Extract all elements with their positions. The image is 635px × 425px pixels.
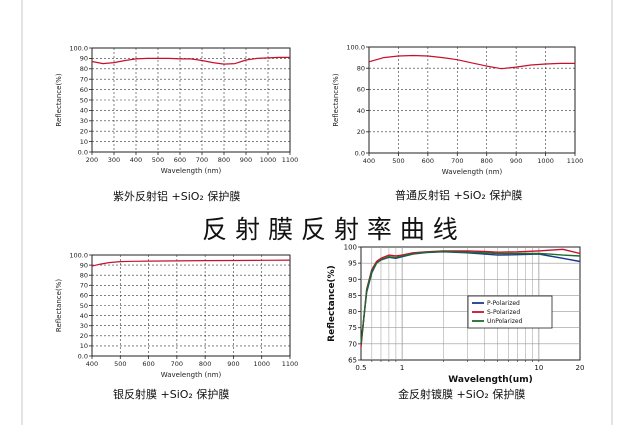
chart-4: 65 70 75 80 85 90 95 100 0.5 1 10 20 Wavelength(um) R… xyxy=(327,244,584,402)
x-tick-label: 800 xyxy=(481,157,493,165)
x-tick-label: 500 xyxy=(152,156,164,164)
x-tick-label: 1000 xyxy=(253,360,270,368)
y-tick-label: 90 xyxy=(80,55,88,63)
x-tick-label: 1100 xyxy=(282,156,299,164)
y-tick-label: 30 xyxy=(80,322,88,330)
chart-caption: 银反射膜 +SiO₂ 保护膜 xyxy=(113,387,229,401)
y-tick-label: 80 xyxy=(357,65,365,73)
x-tick-label: 0.5 xyxy=(355,364,366,372)
y-tick-label: 10 xyxy=(80,138,88,146)
y-tick-label: 80 xyxy=(80,65,88,73)
series-line-1 xyxy=(91,56,290,65)
y-axis-label: Reflectance(%) xyxy=(332,73,340,126)
x-tick-label: 1100 xyxy=(282,360,299,368)
y-tick-label: 70 xyxy=(80,282,88,290)
x-axis-label: Wavelength (nm) xyxy=(161,371,222,379)
x-axis-label: Wavelength (nm) xyxy=(442,168,503,176)
x-tick-label: 1000 xyxy=(537,157,554,165)
x-tick-label: 600 xyxy=(422,157,434,165)
x-tick-label: 1 xyxy=(400,364,404,372)
x-tick-label: 700 xyxy=(171,360,183,368)
x-tick-label: 1000 xyxy=(260,156,277,164)
y-tick-label: 60 xyxy=(357,86,365,94)
x-axis-label: Wavelength(um) xyxy=(448,375,532,385)
y-tick-label: 90 xyxy=(80,261,88,269)
y-tick-label: 50 xyxy=(80,302,88,310)
banner-title: 反 射 膜 反 射 率 曲 线 xyxy=(202,215,458,244)
y-tick-label: 60 xyxy=(80,86,88,94)
chart-3: 0.0 10 20 30 40 50 60 70 80 90 100.0 400 500 600 700 80… xyxy=(55,251,298,401)
x-tick-label: 500 xyxy=(114,360,126,368)
legend-entry: P-Polarized xyxy=(487,300,520,307)
y-tick-label: 80 xyxy=(80,272,88,280)
y-tick-label: 30 xyxy=(80,117,88,125)
y-tick-label: 65 xyxy=(348,357,357,365)
y-tick-label: 0.0 xyxy=(78,352,88,360)
y-tick-label: 20 xyxy=(80,128,88,136)
y-tick-label: 10 xyxy=(80,342,88,350)
y-tick-label: 0.0 xyxy=(355,149,365,157)
y-tick-label: 80 xyxy=(348,308,357,316)
x-tick-label: 1100 xyxy=(567,157,584,165)
x-tick-label: 900 xyxy=(227,360,239,368)
chart-caption: 金反射镀膜 +SiO₂ 保护膜 xyxy=(398,387,525,401)
y-tick-label: 20 xyxy=(357,128,365,136)
x-tick-label: 900 xyxy=(240,156,252,164)
y-tick-label: 100 xyxy=(344,244,357,252)
y-tick-label: 100.0 xyxy=(69,44,88,52)
x-tick-label: 800 xyxy=(218,156,230,164)
x-tick-label: 400 xyxy=(363,157,375,165)
chart-2: 0.0 20 40 60 80 100.0 400 500 600 700 800 900 1000 11… xyxy=(332,43,583,202)
y-tick-label: 100.0 xyxy=(346,43,365,51)
y-tick-label: 40 xyxy=(357,107,365,115)
y-tick-label: 40 xyxy=(80,312,88,320)
x-tick-label: 600 xyxy=(174,156,186,164)
y-tick-label: 85 xyxy=(348,292,357,300)
y-tick-label: 0.0 xyxy=(78,148,88,156)
x-tick-label: 10 xyxy=(534,364,543,372)
x-tick-label: 700 xyxy=(196,156,208,164)
x-tick-label: 500 xyxy=(392,157,404,165)
x-tick-label: 400 xyxy=(86,360,98,368)
y-axis-label: Reflectance(%) xyxy=(55,279,63,332)
chart-1: 0.0 10 20 30 40 50 60 70 80 90 100.0 200 300 400 500 60… xyxy=(55,44,298,203)
y-tick-label: 90 xyxy=(348,276,357,284)
legend-entry: S-Polarized xyxy=(487,309,520,316)
x-axis-label: Wavelength (nm) xyxy=(161,167,222,175)
x-tick-label: 300 xyxy=(108,156,120,164)
x-tick-label: 200 xyxy=(86,156,98,164)
chart-caption: 紫外反射铝 +SiO₂ 保护膜 xyxy=(113,189,240,203)
y-tick-label: 60 xyxy=(80,292,88,300)
y-axis-label: Reflectance(%) xyxy=(327,265,337,342)
y-tick-label: 50 xyxy=(80,96,88,104)
y-tick-label: 95 xyxy=(348,260,357,268)
x-tick-label: 700 xyxy=(451,157,463,165)
y-tick-label: 70 xyxy=(80,76,88,84)
x-tick-label: 800 xyxy=(199,360,211,368)
series-line-1 xyxy=(368,54,575,70)
x-tick-label: 20 xyxy=(576,364,585,372)
chart-caption: 普通反射铝 +SiO₂ 保护膜 xyxy=(395,188,522,202)
legend-entry: UnPolarized xyxy=(487,318,523,325)
y-tick-label: 40 xyxy=(80,107,88,115)
x-tick-label: 900 xyxy=(510,157,522,165)
y-tick-label: 20 xyxy=(80,332,88,340)
y-tick-label: 100.0 xyxy=(69,251,88,259)
series-line-3 xyxy=(360,250,581,344)
y-tick-label: 70 xyxy=(348,340,357,348)
series-line-1 xyxy=(91,259,291,267)
y-axis-label: Reflectance(%) xyxy=(55,73,63,126)
x-tick-label: 400 xyxy=(130,156,142,164)
y-tick-label: 75 xyxy=(348,324,357,332)
x-tick-label: 600 xyxy=(142,360,154,368)
